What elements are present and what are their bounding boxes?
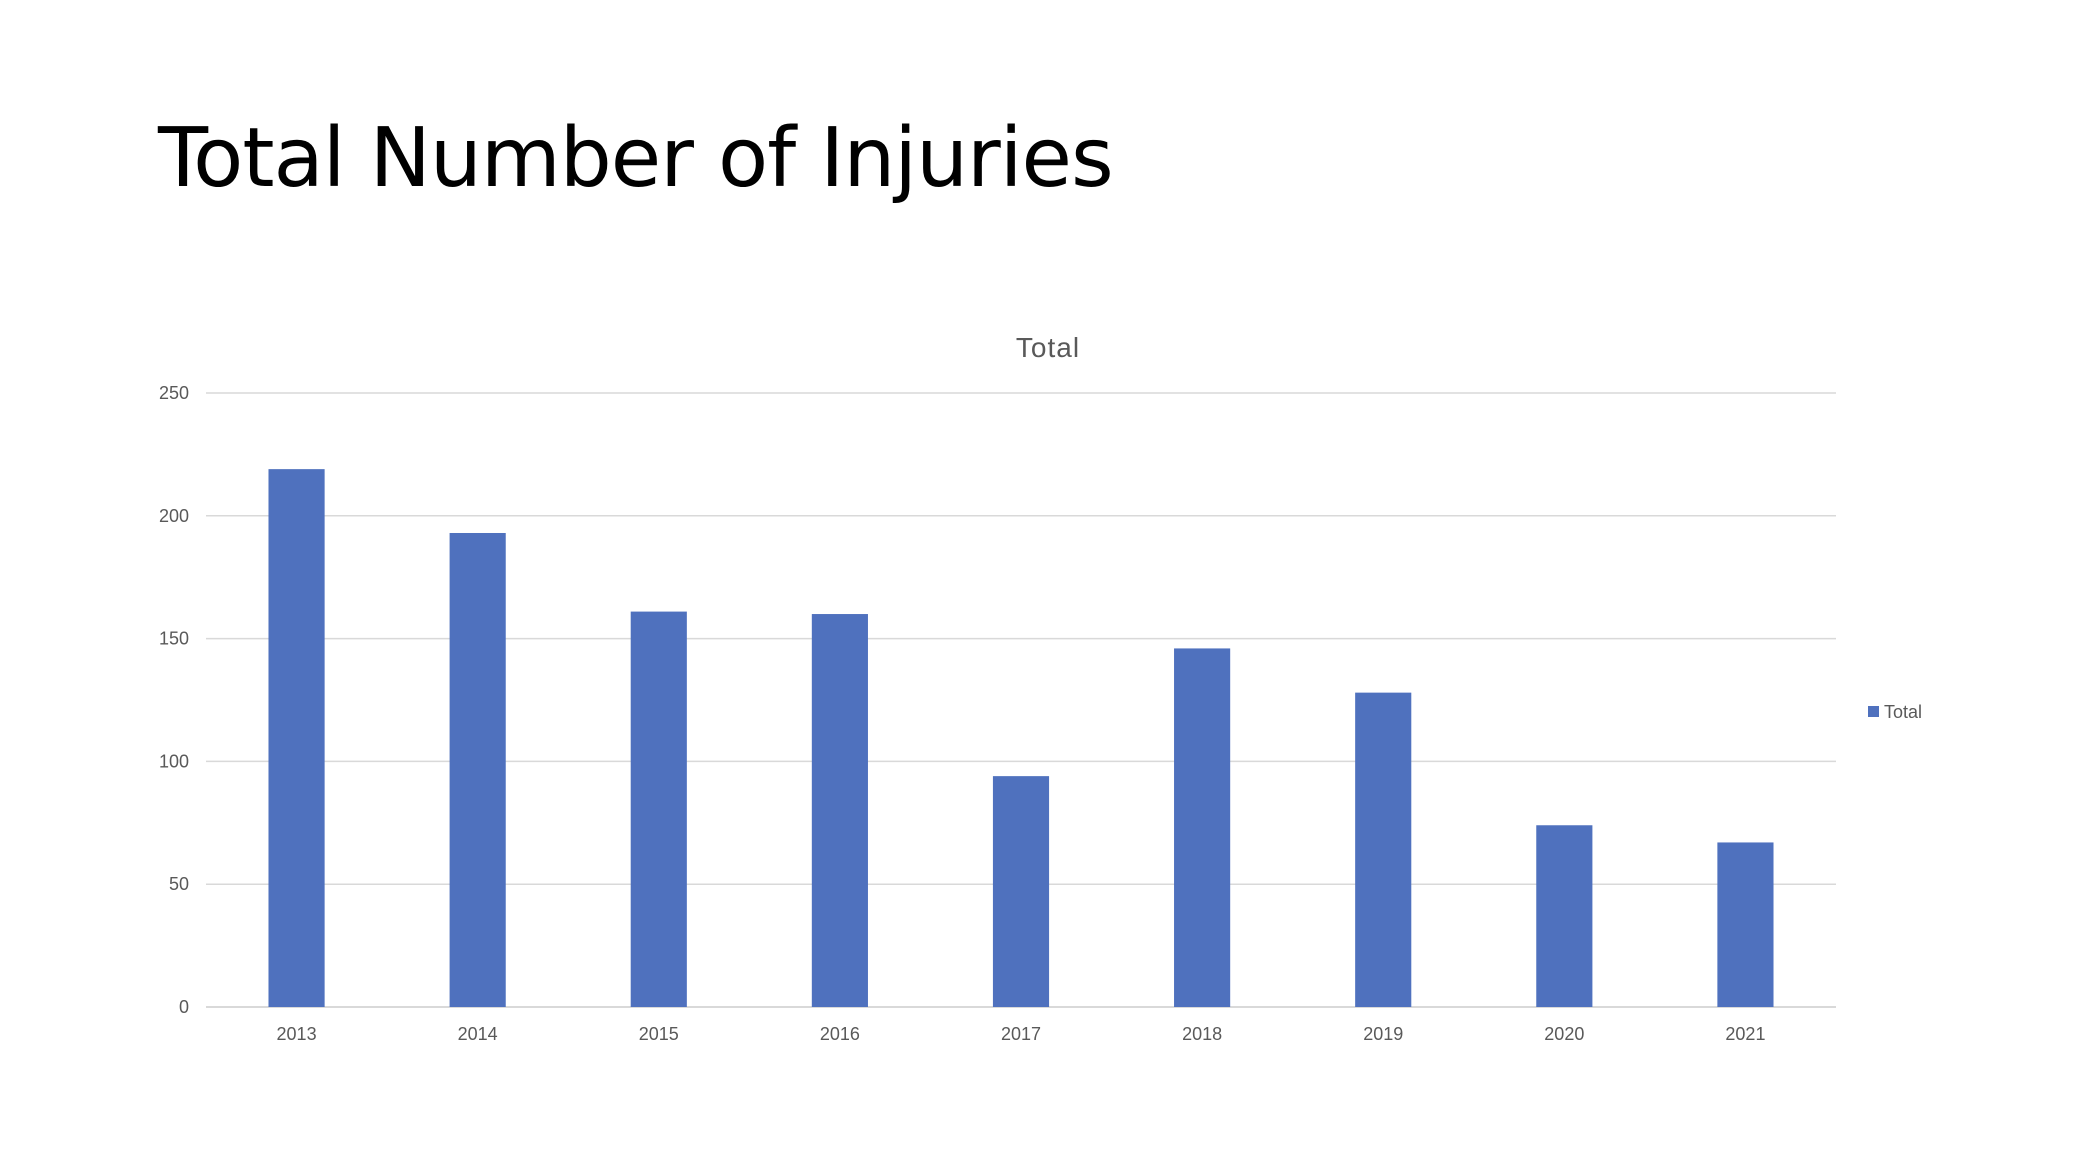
- x-tick-label: 2018: [1182, 1024, 1222, 1044]
- bar-2017: [992, 776, 1050, 1007]
- legend: Total: [1868, 702, 1922, 722]
- y-tick-label: 100: [159, 751, 189, 771]
- y-tick-label: 0: [179, 997, 189, 1017]
- bar-2014: [449, 532, 506, 1007]
- legend-swatch: [1868, 706, 1879, 717]
- bar-2013: [268, 469, 325, 1007]
- x-axis: 2013 2014 2015 2016 2017 2018 2019 2020 2021: [277, 1024, 1766, 1044]
- bar-2015: [630, 611, 687, 1007]
- bar-2021: [1717, 842, 1774, 1007]
- y-tick-label: 250: [159, 383, 189, 403]
- bars: [268, 469, 1774, 1007]
- y-axis: 0 50 100 150 200 250: [159, 383, 189, 1017]
- bar-2020: [1536, 825, 1593, 1007]
- x-tick-label: 2019: [1363, 1024, 1403, 1044]
- legend-label: Total: [1884, 702, 1922, 722]
- x-tick-label: 2014: [458, 1024, 498, 1044]
- x-tick-label: 2016: [820, 1024, 860, 1044]
- x-tick-label: 2013: [277, 1024, 317, 1044]
- x-tick-label: 2015: [639, 1024, 679, 1044]
- x-tick-label: 2020: [1544, 1024, 1584, 1044]
- x-tick-label: 2017: [1001, 1024, 1041, 1044]
- bar-2018: [1174, 648, 1231, 1007]
- slide-title: Total Number of Injuries: [158, 111, 1114, 206]
- bar-2016: [811, 614, 868, 1007]
- bar-2019: [1355, 692, 1412, 1007]
- y-tick-label: 150: [159, 629, 189, 649]
- y-tick-label: 200: [159, 506, 189, 526]
- x-tick-label: 2021: [1725, 1024, 1765, 1044]
- y-tick-label: 50: [169, 874, 189, 894]
- chart-title: Total: [1016, 332, 1080, 363]
